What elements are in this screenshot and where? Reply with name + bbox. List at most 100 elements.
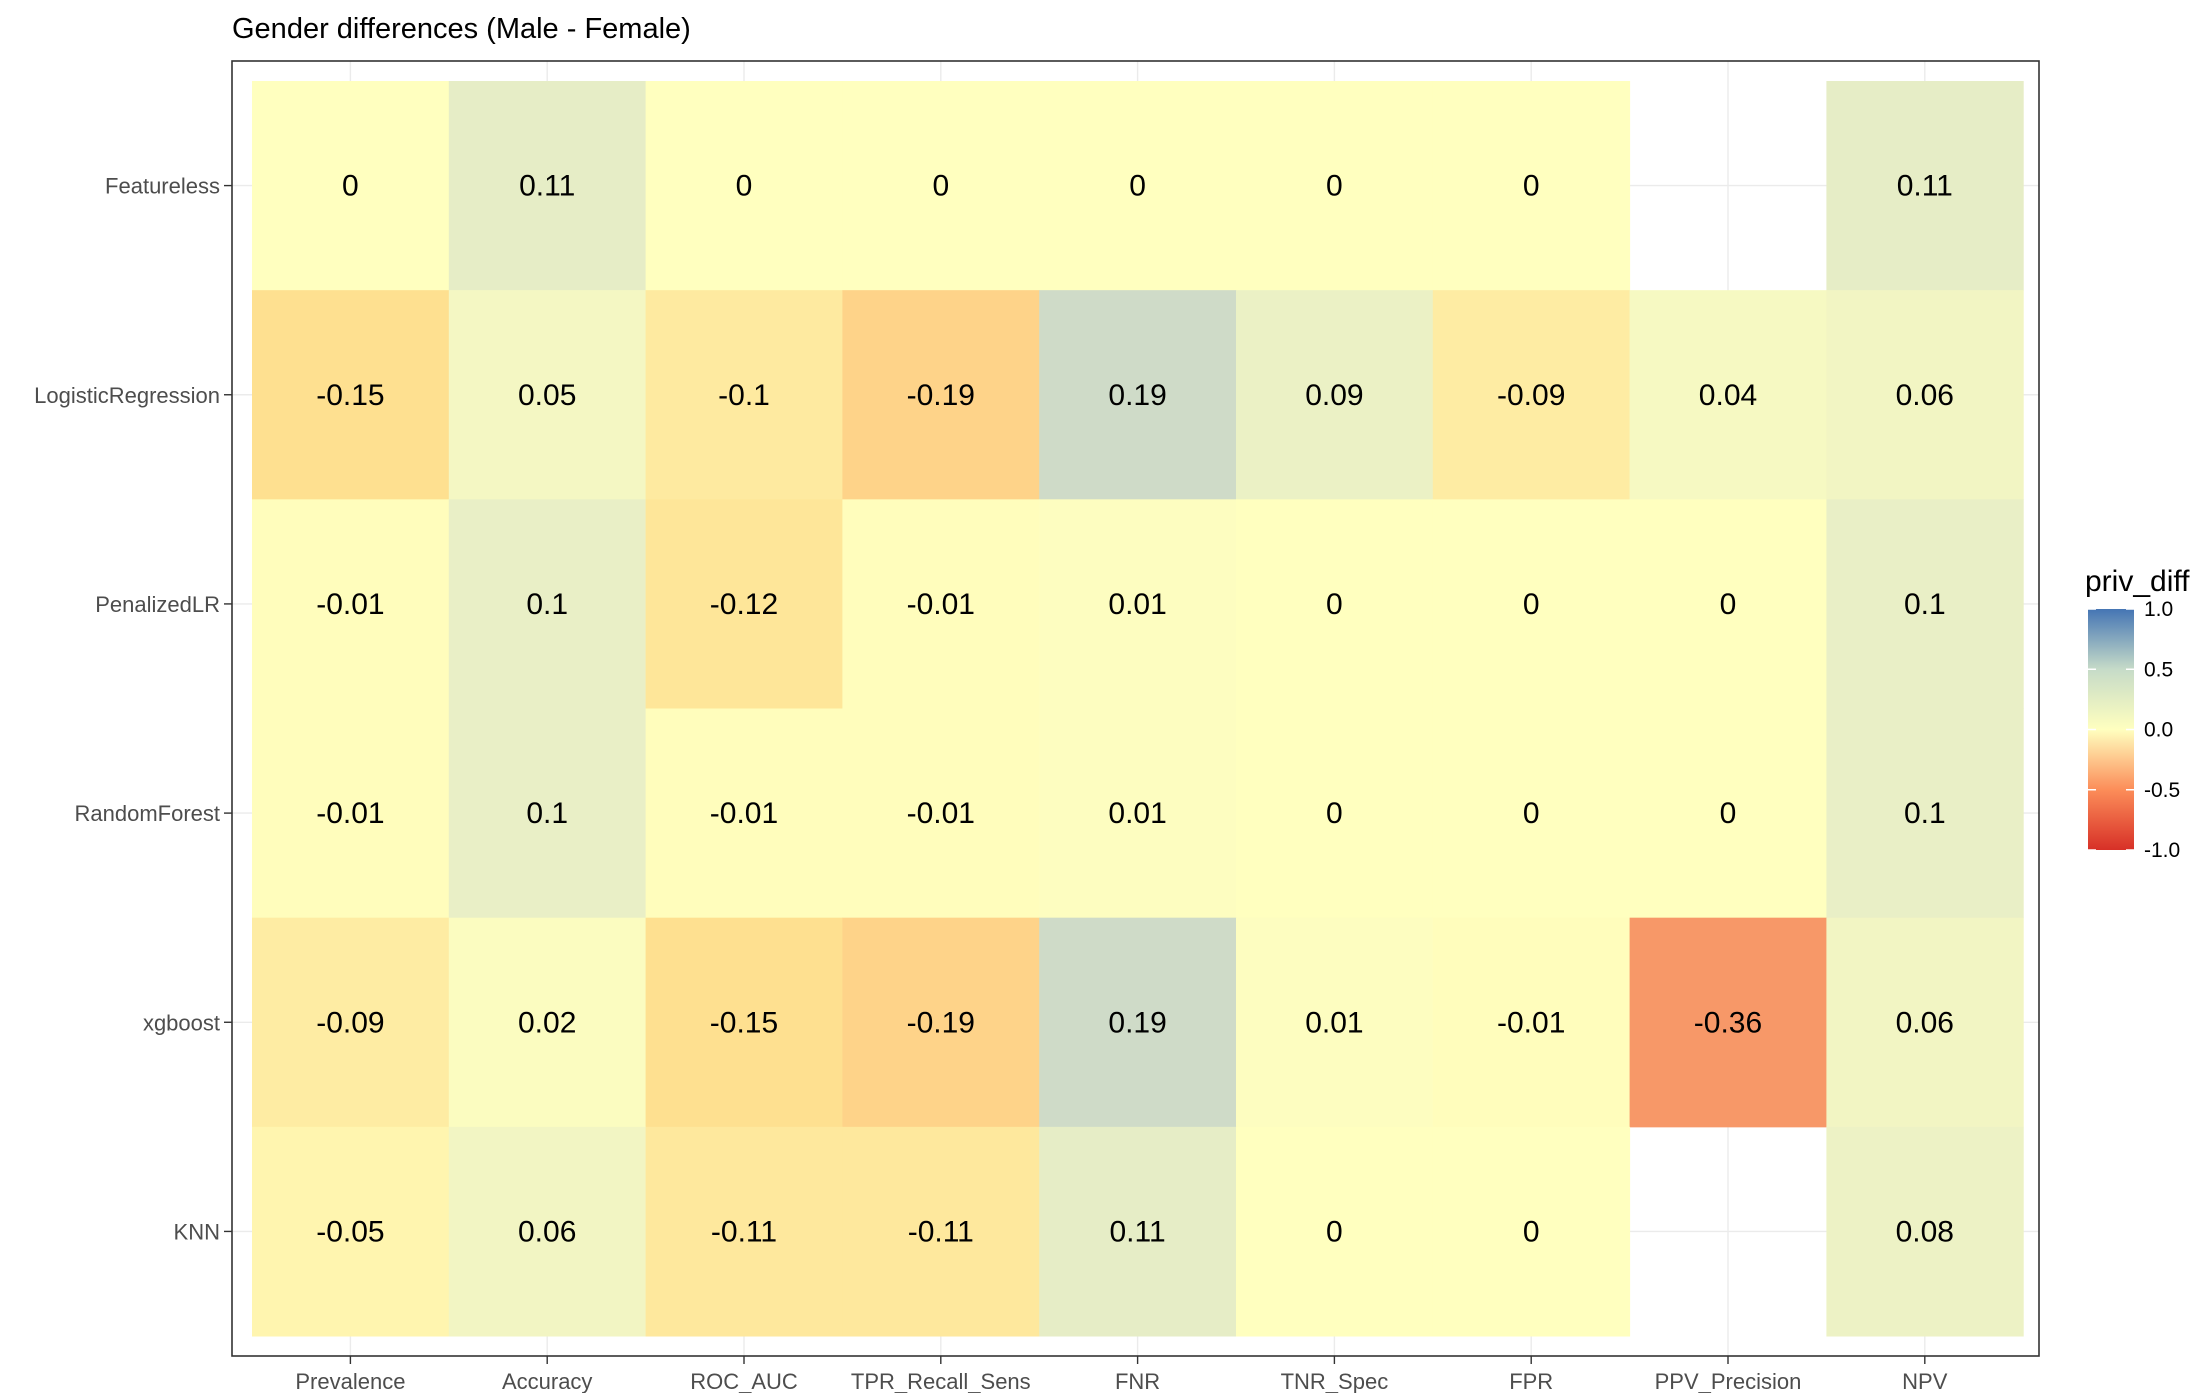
cell-value-label: -0.1 — [718, 379, 770, 412]
cell-value-label: -0.01 — [1497, 1006, 1565, 1039]
cell-value-label: 0.02 — [518, 1006, 576, 1039]
heatmap-cell — [1432, 1126, 1631, 1337]
heatmap-cell — [1432, 499, 1631, 710]
cell-value-label: 0.01 — [1108, 588, 1166, 621]
legend-tick-label: 0.0 — [2144, 719, 2173, 742]
cell-value-label: 0.1 — [526, 588, 568, 621]
heatmap-cell — [1826, 917, 2024, 1128]
heatmap-cell — [1039, 81, 1237, 291]
cell-value-label: 0.06 — [518, 1215, 576, 1248]
cell-value-label: -0.11 — [908, 1215, 974, 1248]
heatmap-cell — [448, 917, 647, 1128]
heatmap-cell — [1629, 499, 1827, 710]
cell-value-label: 0.01 — [1305, 1006, 1363, 1039]
cell-value-label: 0.11 — [1897, 170, 1953, 203]
chart-title: Gender differences (Male - Female) — [232, 13, 691, 45]
heatmap-cell — [1629, 290, 1827, 500]
cell-value-label: 0.08 — [1896, 1215, 1954, 1248]
heatmap-cell — [448, 499, 647, 710]
y-tick-label: KNN — [174, 1219, 220, 1244]
cell-value-label: 0 — [1523, 797, 1540, 830]
y-tick-label: LogisticRegression — [34, 383, 220, 408]
legend-tick-label: 1.0 — [2144, 598, 2173, 621]
cell-value-label: 0 — [1326, 1215, 1343, 1248]
heatmap-cell — [645, 290, 843, 500]
heatmap-cell — [1236, 81, 1434, 291]
heatmap-cell — [1629, 708, 1827, 919]
heatmap-cells — [252, 81, 2024, 1337]
heatmap-cell — [1039, 917, 1237, 1128]
cell-value-label: -0.15 — [710, 1006, 778, 1039]
cell-value-label: -0.01 — [316, 797, 384, 830]
cell-value-label: 0.11 — [519, 170, 575, 203]
heatmap-cell — [1039, 708, 1237, 919]
plot-panel-border — [231, 60, 2040, 1357]
x-tick-label: NPV — [1902, 1369, 1948, 1393]
cell-value-label: 0.06 — [1896, 379, 1954, 412]
cell-value-label: -0.19 — [907, 1006, 975, 1039]
y-tick-label: RandomForest — [74, 801, 220, 826]
cell-value-label: -0.01 — [907, 797, 975, 830]
cell-value-label: 0.09 — [1305, 379, 1363, 412]
cell-value-label: 0 — [1326, 797, 1343, 830]
heatmap-cell — [1826, 81, 2024, 291]
heatmap-cell — [252, 708, 450, 919]
heatmap-cell — [842, 81, 1040, 291]
heatmap-cell — [1432, 290, 1631, 500]
cell-value-label: -0.15 — [316, 379, 384, 412]
heatmap-cell — [842, 1126, 1040, 1337]
heatmap-cell — [448, 290, 647, 500]
x-tick-label: Prevalence — [295, 1369, 405, 1393]
cell-value-label: 0.1 — [1904, 588, 1946, 621]
cell-value-label: 0.06 — [1896, 1006, 1954, 1039]
cell-value-label: 0 — [1326, 170, 1343, 203]
cell-value-label: -0.19 — [907, 379, 975, 412]
cell-value-label: 0.11 — [1110, 1215, 1166, 1248]
cell-value-labels: 0 0.11 0 0 0 0 0 0.11 -0.15 0.05 -0.1 -0.19 0.19 0.09… — [316, 170, 1954, 1249]
cell-value-label: -0.01 — [907, 588, 975, 621]
x-tick-label: PPV_Precision — [1655, 1369, 1802, 1393]
x-tick-label: ROC_AUC — [690, 1369, 798, 1393]
heatmap-cell — [1039, 1126, 1237, 1337]
heatmap-cell — [252, 499, 450, 710]
y-axis: Featureless LogisticRegression PenalizedLR… — [34, 174, 232, 1244]
color-legend: priv_diff 1.0 0.5 0.0 -0.5 -1.0 — [2085, 565, 2190, 862]
y-tick-label: Featureless — [105, 174, 220, 199]
cell-value-label: -0.36 — [1694, 1006, 1762, 1039]
x-tick-label: FPR — [1509, 1369, 1553, 1393]
legend-ticks: 1.0 0.5 0.0 -0.5 -1.0 — [2088, 598, 2180, 862]
x-axis: Prevalence Accuracy ROC_AUC TPR_Recall_Sens… — [295, 1356, 1948, 1394]
heatmap-cell — [1236, 290, 1434, 500]
heatmap-cell — [1826, 290, 2024, 500]
heatmap-cell — [252, 1126, 450, 1337]
x-tick-label: Accuracy — [502, 1369, 592, 1393]
cell-value-label: 0 — [1523, 1215, 1540, 1248]
heatmap-cell — [1236, 1126, 1434, 1337]
heatmap-cell — [252, 290, 450, 500]
heatmap-cell — [252, 81, 450, 291]
cell-value-label: 0.1 — [526, 797, 568, 830]
heatmap-cell — [1629, 917, 1827, 1128]
cell-value-label: 0 — [1523, 170, 1540, 203]
cell-value-label: 0 — [932, 170, 949, 203]
heatmap-cell — [448, 708, 647, 919]
heatmap-cell — [1236, 499, 1434, 710]
heatmap-cell — [645, 1126, 843, 1337]
heatmap-cell — [1236, 917, 1434, 1128]
cell-value-label: 0 — [1326, 588, 1343, 621]
heatmap-cell — [1039, 290, 1237, 500]
legend-title: priv_diff — [2085, 565, 2190, 598]
heatmap-cell — [645, 917, 843, 1128]
cell-value-label: 0 — [1720, 588, 1737, 621]
heatmap-cell — [448, 81, 647, 291]
heatmap-cell — [842, 499, 1040, 710]
heatmap-cell — [1432, 708, 1631, 919]
heatmap-cell — [842, 708, 1040, 919]
heatmap-cell — [1039, 499, 1237, 710]
cell-value-label: -0.11 — [711, 1215, 777, 1248]
heatmap-cell — [645, 499, 843, 710]
cell-value-label: 0.04 — [1699, 379, 1757, 412]
cell-value-label: -0.01 — [316, 588, 384, 621]
x-tick-label: TNR_Spec — [1281, 1369, 1389, 1393]
